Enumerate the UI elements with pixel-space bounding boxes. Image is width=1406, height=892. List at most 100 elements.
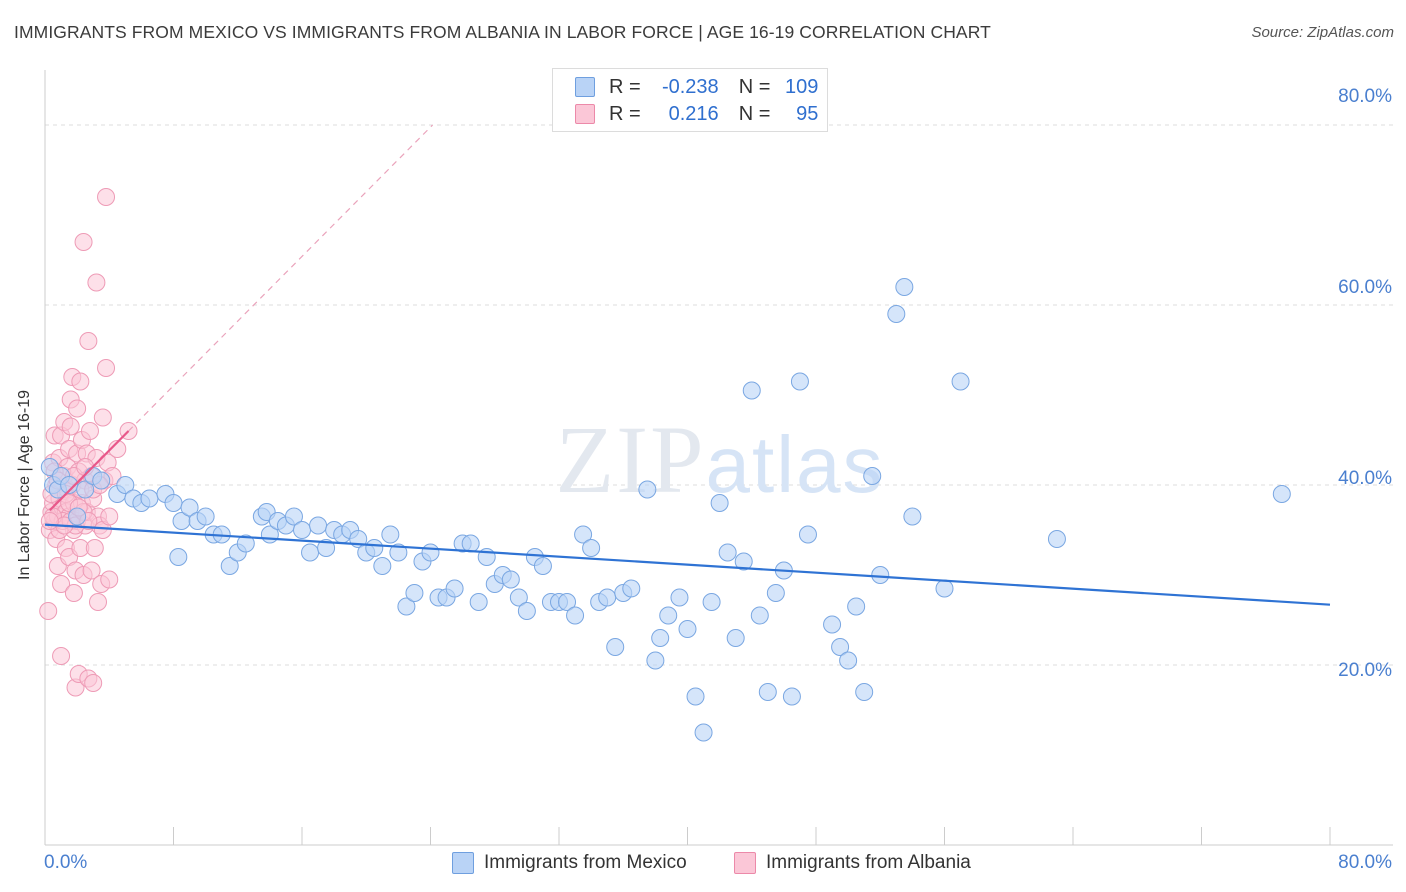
mexico-point — [180, 498, 199, 517]
albania-trend-extension — [128, 124, 434, 432]
mexico-point — [651, 629, 670, 647]
mexico-point — [461, 534, 480, 553]
legend-mexico-label: Immigrants from Mexico — [484, 852, 687, 873]
mexico-point — [847, 597, 866, 616]
mexico-point — [863, 467, 882, 485]
mexico-point — [726, 629, 745, 647]
mexico-series — [40, 278, 1291, 742]
mexico-point — [903, 507, 922, 526]
albania-point — [39, 602, 58, 620]
mexico-point — [686, 687, 705, 706]
albania-point — [74, 233, 93, 251]
albania-swatch — [575, 104, 595, 124]
mexico-point — [766, 584, 785, 602]
mexico-swatch — [575, 77, 595, 97]
stats-row-mexico: R = -0.238 N = 109 — [575, 74, 818, 100]
mexico-point — [397, 597, 416, 616]
mexico-point — [309, 516, 328, 535]
mexico-point — [839, 651, 858, 670]
albania-point — [85, 539, 104, 557]
mexico-point — [558, 593, 577, 611]
mexico-point — [501, 570, 520, 589]
n-value: 109 — [785, 75, 819, 98]
legend-albania-label: Immigrants from Albania — [766, 852, 971, 873]
r-label: R = — [609, 102, 641, 125]
mexico-point — [734, 552, 753, 571]
r-value: 0.216 — [668, 102, 719, 125]
mexico-point — [887, 305, 906, 323]
mexico-point — [140, 489, 159, 508]
albania-point — [108, 440, 127, 458]
mexico-point — [582, 539, 601, 557]
mexico-point — [469, 593, 488, 611]
mexico-point — [678, 620, 697, 638]
mexico-point — [702, 593, 721, 611]
mexico-point — [758, 683, 777, 701]
mexico-point — [445, 579, 464, 598]
albania-point — [52, 647, 71, 665]
mexico-point — [169, 548, 188, 566]
legend-mexico-swatch — [452, 852, 474, 874]
chart-title: IMMIGRANTS FROM MEXICO VS IMMIGRANTS FRO… — [14, 22, 991, 42]
mexico-point — [164, 494, 183, 512]
mexico-point — [220, 557, 239, 575]
mexico-point — [533, 557, 552, 575]
mexico-point — [718, 543, 737, 562]
albania-point — [82, 561, 101, 580]
legend-mexico[interactable]: Immigrants from Mexico — [452, 852, 687, 874]
mexico-point — [389, 543, 408, 562]
mexico-point — [236, 534, 255, 553]
mexico-point — [606, 638, 625, 656]
mexico-point — [710, 494, 729, 512]
mexico-point — [116, 476, 135, 494]
mexico-trend-line — [44, 523, 1331, 606]
mexico-point — [284, 507, 303, 526]
mexico-point — [381, 525, 400, 544]
mexico-point — [638, 480, 657, 499]
albania-point — [79, 332, 98, 350]
mexico-point — [517, 602, 536, 620]
mexico-point — [750, 606, 769, 625]
mexico-point — [301, 543, 320, 562]
mexico-point — [935, 579, 954, 598]
albania-point — [52, 575, 71, 593]
legend-albania[interactable]: Immigrants from Albania — [734, 852, 971, 874]
r-label: R = — [609, 75, 641, 98]
stats-row-albania: R = 0.216 N = 95 — [575, 101, 818, 127]
albania-point — [84, 674, 103, 692]
mexico-point — [598, 588, 617, 607]
mexico-point — [509, 588, 528, 607]
mexico-point — [317, 539, 336, 557]
y-tick-60: 60.0% — [1338, 277, 1392, 298]
mexico-point — [622, 579, 641, 598]
albania-point — [93, 408, 112, 427]
watermark: ZIPatlas — [556, 406, 885, 513]
r-value: -0.238 — [661, 75, 719, 98]
mexico-point — [871, 566, 890, 584]
mexico-point — [92, 471, 111, 490]
mexico-point — [293, 521, 311, 539]
mexico-point — [196, 507, 215, 526]
mexico-point — [951, 372, 970, 391]
mexico-point — [790, 372, 809, 391]
axes — [44, 70, 1393, 846]
albania-point — [100, 507, 119, 526]
mexico-point — [574, 525, 593, 544]
watermark-atlas: atlas — [706, 420, 885, 509]
mexico-point — [68, 507, 87, 526]
source-label: Source: ZipAtlas.com — [1251, 24, 1394, 41]
mexico-point — [373, 557, 392, 575]
albania-point — [97, 188, 116, 206]
albania-point — [87, 273, 106, 292]
trend-lines — [44, 124, 1331, 606]
y-tick-80: 80.0% — [1338, 86, 1392, 107]
n-label: N = — [738, 102, 771, 125]
mexico-point — [855, 683, 874, 701]
albania-point — [40, 512, 59, 530]
y-tick-40: 40.0% — [1338, 468, 1392, 489]
stats-box: R = -0.238 N = 109 R = 0.216 N = 95 — [552, 68, 828, 132]
mexico-point — [659, 606, 678, 625]
mexico-point — [823, 615, 842, 634]
albania-point — [89, 593, 108, 611]
